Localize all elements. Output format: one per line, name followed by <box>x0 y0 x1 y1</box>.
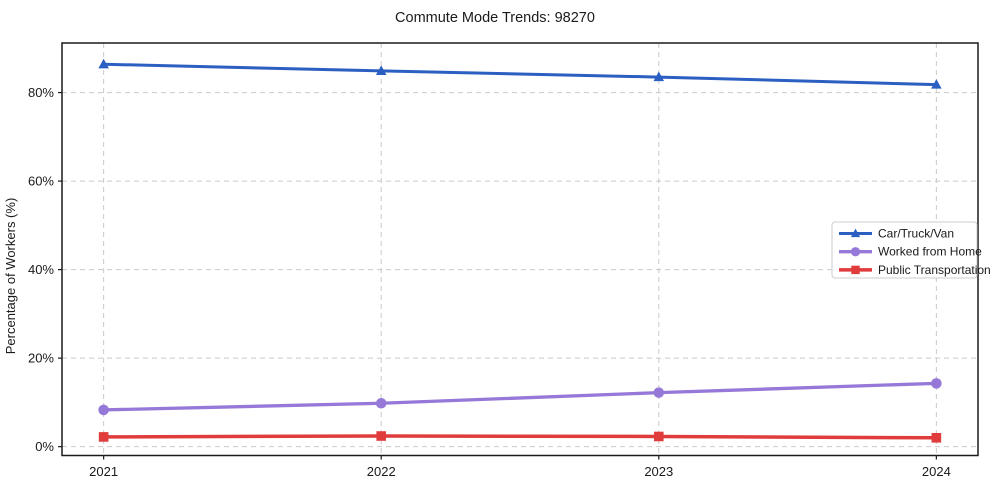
chart-title: Commute Mode Trends: 98270 <box>395 10 595 26</box>
data-point-marker <box>851 265 860 275</box>
data-point-marker <box>375 65 387 75</box>
data-point-marker <box>98 432 109 442</box>
data-point-marker <box>653 387 665 398</box>
data-series <box>98 58 942 443</box>
axis-ticks <box>58 91 937 460</box>
x-tick-label: 2022 <box>367 464 396 479</box>
legend-label: Worked from Home <box>878 245 982 259</box>
plot-frame <box>61 42 979 457</box>
data-point-marker <box>376 431 387 441</box>
data-point-marker <box>98 58 109 69</box>
legend-entry: Public Transportation <box>839 263 990 277</box>
data-point-marker <box>850 247 861 257</box>
data-point-marker <box>653 71 665 82</box>
data-point-marker <box>931 79 942 89</box>
series-line <box>101 434 939 440</box>
y-axis-label: Percentage of Workers (%) <box>3 198 18 355</box>
y-tick-label: 0% <box>35 439 54 454</box>
legend: Car/Truck/Van Worked from Home Public Tran… <box>831 221 990 279</box>
x-tick-label: 2021 <box>89 464 118 479</box>
x-tick-label: 2023 <box>644 464 673 479</box>
data-point-marker <box>931 378 942 389</box>
series-line <box>102 62 938 87</box>
data-point-marker <box>375 397 387 409</box>
series-public-transportation <box>98 431 942 443</box>
series-line <box>101 381 939 412</box>
legend-label: Car/Truck/Van <box>878 227 954 241</box>
data-point-marker <box>98 404 109 416</box>
y-tick-label: 60% <box>28 174 54 189</box>
legend-entry: Car/Truck/Van <box>839 227 954 241</box>
legend-label: Public Transportation <box>878 263 990 277</box>
data-point-marker <box>653 431 664 442</box>
x-tick-label: 2024 <box>922 464 951 479</box>
y-tick-label: 80% <box>28 85 54 100</box>
y-tick-label: 20% <box>28 351 54 366</box>
legend-box <box>831 221 978 279</box>
y-tick-label: 40% <box>28 262 54 277</box>
data-point-marker <box>850 228 861 238</box>
series-worked-from-home <box>98 378 942 416</box>
data-point-marker <box>931 432 942 443</box>
axes-spines <box>61 42 979 457</box>
tick-labels: 2021 2022 2023 2024 0% 20% 40% 60% 80% <box>28 85 951 479</box>
series-car-truck-van <box>98 58 942 89</box>
legend-entry: Worked from Home <box>839 245 982 259</box>
